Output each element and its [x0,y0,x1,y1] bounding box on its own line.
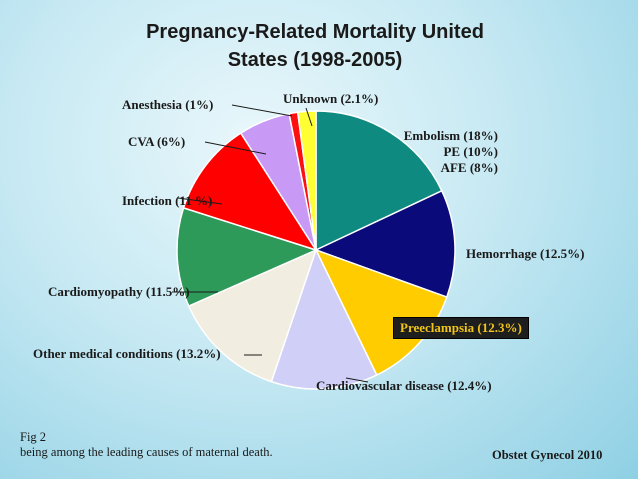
figure-caption: Fig 2 being among the leading causes of … [20,430,273,460]
figure-number: Fig 2 [20,430,47,444]
pie-slice-other-medical-conditions [187,248,318,383]
pie-slice-embolism [315,110,443,252]
source-citation: Obstet Gynecol 2010 [492,448,603,462]
label-cva: CVA (6%) [128,134,186,149]
leader-line-6 [345,377,369,383]
label-embolism-pe: PE (10%) [443,144,498,159]
label-anesthesia: Anesthesia (1%) [122,97,214,112]
pie-slice-hemorrhage [314,189,456,299]
label-preeclampsia: Preeclampsia (12.3%) [393,317,529,339]
pie-slice-infection [182,132,318,252]
leader-line-1 [204,141,267,155]
leader-line-3 [177,197,223,205]
pie-slice-preeclampsia [314,248,448,377]
chart-title: Pregnancy-Related Mortality United State… [60,18,570,74]
figure-caption-text: being among the leading causes of matern… [20,445,273,459]
chart-title-line1: Pregnancy-Related Mortality United [146,21,484,43]
label-unknown: Unknown (2.1%) [283,91,379,106]
leader-line-0 [231,104,293,117]
label-embolism-afe: AFE (8%) [440,160,498,175]
label-embolism-main: Embolism (18%) [403,128,498,143]
chart-title-line2: States (1998-2005) [227,49,403,71]
label-hemorrhage: Hemorrhage (12.5%) [466,246,585,261]
label-cardiomyopathy: Cardiomyopathy (11.5%) [48,284,190,299]
pie-slice-cardiovascular-disease [270,248,378,390]
pie-slice-cardiomyopathy [176,206,319,307]
label-embolism: Embolism (18%) PE (10%) AFE (8%) [340,128,498,176]
leader-line-2 [305,107,313,127]
label-infection: Infection (11 %) [122,193,213,208]
label-other-medical-conditions: Other medical conditions (13.2%) [33,346,221,361]
label-cardiovascular-disease: Cardiovascular disease (12.4%) [316,378,492,393]
